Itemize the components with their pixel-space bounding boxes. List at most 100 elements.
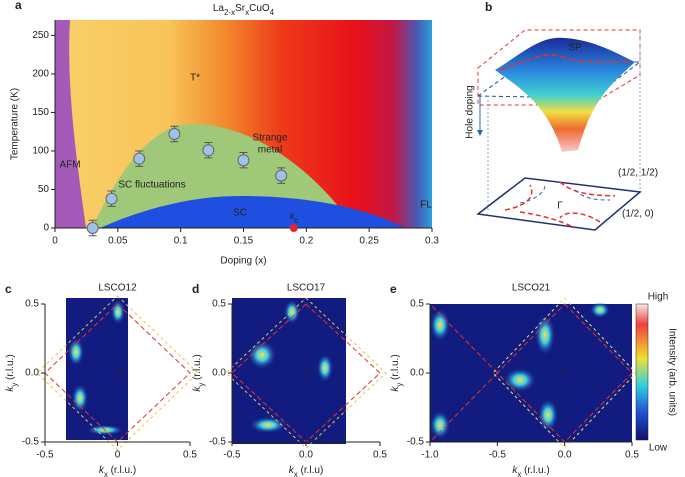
x-axis-label: Doping (x) <box>220 256 266 267</box>
label-part: (r.l.u.) <box>5 354 16 382</box>
data-point <box>105 192 118 205</box>
panel-letter: b <box>485 0 492 14</box>
data-point <box>86 222 99 234</box>
x-tick-label: 0 <box>52 236 58 247</box>
label-part: k <box>99 465 105 476</box>
label-part: x <box>517 470 521 477</box>
label-part: (r.l.u) <box>298 465 324 476</box>
x-tick-label: 0.15 <box>234 236 254 247</box>
y-tick-label: 0.0 <box>212 368 226 379</box>
x-tick-label: 0 <box>115 450 121 461</box>
panel-title: LSCO12 <box>98 283 137 294</box>
axis-label: kx (r.l.u) <box>289 465 324 477</box>
label-part: k <box>5 386 16 392</box>
y-tick-label: -0.5 <box>209 437 227 448</box>
label-part: k <box>512 465 518 476</box>
axis-label: kx (r.l.u.) <box>99 465 136 477</box>
label-part: k <box>390 386 401 392</box>
label-part: k <box>289 465 295 476</box>
x-tick-label: 0.1 <box>174 236 188 247</box>
data-point <box>237 154 250 167</box>
y-tick-label: 250 <box>32 30 49 41</box>
y-axis-label: Temperature (K) <box>10 88 21 160</box>
label-part: (r.l.u.) <box>390 354 401 382</box>
panel-letter: c <box>5 282 12 296</box>
panel-title: LSCO17 <box>287 283 326 294</box>
x-tick-label: 0.5 <box>625 450 639 461</box>
x-tick-label: 0.0 <box>558 450 572 461</box>
panel-letter: e <box>390 282 397 296</box>
annotation: metal <box>258 145 282 156</box>
arpes-images <box>36 295 649 451</box>
label-part: x <box>104 470 108 477</box>
data-point <box>168 128 181 141</box>
label-part: 2-x <box>224 8 235 17</box>
y-tick-label: 0.0 <box>410 368 424 379</box>
x-tick-label: 0.5 <box>183 450 197 461</box>
sp-label: SP <box>568 43 582 54</box>
x-tick-label: 0.25 <box>359 236 379 247</box>
label-part: Sr <box>235 3 246 14</box>
y-tick-label: 100 <box>32 146 49 157</box>
label-part: (r.l.u.) <box>192 354 203 382</box>
label-part: x <box>289 211 294 222</box>
gamma-label: Γ <box>307 368 313 379</box>
y-tick-label: 50 <box>38 184 50 195</box>
label-part: y <box>395 383 404 387</box>
annotation: AFM <box>59 160 80 171</box>
x-tick-label: 0.05 <box>108 236 128 247</box>
label-part: (r.l.u.) <box>108 465 136 476</box>
y-tick-label: -0.5 <box>22 437 40 448</box>
panel-letter: a <box>15 0 22 12</box>
label-part: x <box>245 8 249 17</box>
label-part: k <box>192 386 203 392</box>
critical-point <box>289 224 298 232</box>
label-part: y <box>10 383 19 387</box>
x-tick-label: -0.5 <box>223 450 241 461</box>
panel-letter: d <box>192 282 199 296</box>
y-tick-label: 0.0 <box>25 368 39 379</box>
label-part: (r.l.u.) <box>521 465 549 476</box>
y-tick-label: 200 <box>32 69 49 80</box>
data-point <box>202 144 215 157</box>
x-tick-label: 0.5 <box>373 450 387 461</box>
data-point <box>275 169 288 182</box>
y-tick-label: 150 <box>32 107 49 118</box>
hole-doping-label: Hole doping <box>465 85 476 138</box>
label-part: 4 <box>270 8 275 17</box>
axis-label: ky (r.l.u.) <box>390 354 404 391</box>
label-part: CuO <box>249 3 270 14</box>
gamma-label: Γ <box>119 368 125 379</box>
colorbar-high: High <box>648 292 669 303</box>
y-tick-label: 0 <box>43 223 49 234</box>
label-part: y <box>197 383 206 387</box>
data-point <box>133 152 146 165</box>
y-tick-label: 0.5 <box>25 299 39 310</box>
k-point-label: (1/2, 1/2) <box>618 168 658 179</box>
y-tick-label: 0.5 <box>410 299 424 310</box>
label-part: x <box>294 470 298 477</box>
axis-label: La2-xSrxCuO4 <box>213 3 275 17</box>
label-part: c <box>294 216 298 225</box>
axis-label: xc <box>289 211 298 225</box>
annotation: SC <box>233 208 247 219</box>
annotation: FL <box>420 200 432 211</box>
gamma-label: Γ <box>557 201 563 212</box>
x-tick-label: 0.0 <box>299 450 313 461</box>
band-diagram <box>476 29 642 231</box>
annotation: SC fluctuations <box>118 180 185 191</box>
colorbar-low: Low <box>649 443 668 454</box>
annotation: T* <box>190 73 200 84</box>
axis-label: kx (r.l.u.) <box>512 465 549 477</box>
x-tick-label: -0.5 <box>36 450 54 461</box>
colorbar-label: Intensity (arb. units) <box>666 328 677 416</box>
x-tick-label: 0.2 <box>299 236 313 247</box>
panel-title: LSCO21 <box>512 283 551 294</box>
axis-label: ky (r.l.u.) <box>192 354 206 391</box>
x-tick-label: -1.0 <box>421 450 439 461</box>
annotation: Strange <box>252 133 287 144</box>
k-point-label: (1/2, 0) <box>622 209 654 220</box>
axis-label: ky (r.l.u.) <box>5 354 19 391</box>
label-part: La <box>213 3 225 14</box>
